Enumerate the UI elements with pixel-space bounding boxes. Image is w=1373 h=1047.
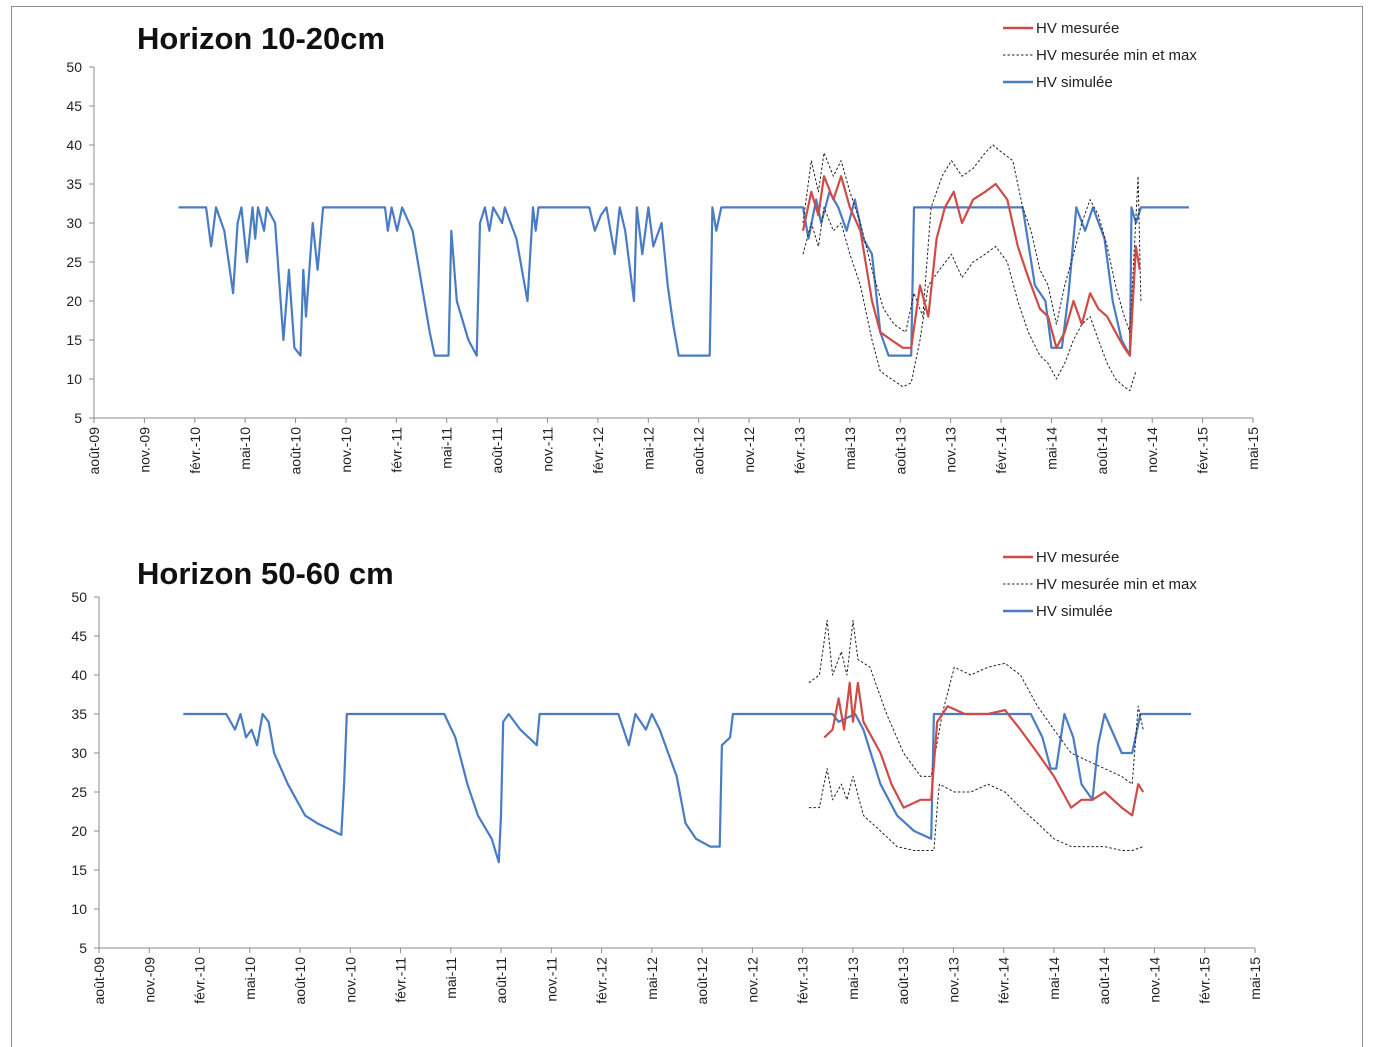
y-tick-label: 30 bbox=[71, 745, 87, 761]
x-tick-label: févr.-10 bbox=[192, 957, 208, 1004]
legend-label: HV mesurée min et max bbox=[1036, 576, 1197, 593]
y-tick-label: 25 bbox=[71, 784, 87, 800]
x-tick-label: févr.-11 bbox=[393, 957, 409, 1003]
x-tick-label: mai-14 bbox=[1046, 957, 1062, 1000]
x-tick-label: févr.-13 bbox=[791, 427, 807, 474]
y-tick-label: 25 bbox=[66, 254, 82, 270]
chart-title: Horizon 50-60 cm bbox=[137, 556, 394, 591]
x-tick-label: août-12 bbox=[694, 957, 710, 1005]
x-tick-label: févr.-13 bbox=[795, 957, 811, 1004]
series-line bbox=[808, 768, 1144, 851]
legend-label: HV mesurée bbox=[1036, 549, 1119, 566]
x-tick-label: nov.-13 bbox=[943, 427, 959, 473]
x-tick-label: févr.-15 bbox=[1195, 427, 1211, 474]
x-tick-label: mai-13 bbox=[842, 427, 858, 470]
x-tick-label: août-09 bbox=[91, 957, 107, 1005]
legend-label: HV simulée bbox=[1036, 74, 1113, 91]
y-tick-label: 20 bbox=[66, 293, 82, 309]
y-tick-label: 20 bbox=[71, 823, 87, 839]
x-tick-label: févr.-14 bbox=[993, 427, 1009, 474]
x-tick-label: août-11 bbox=[489, 427, 505, 474]
x-tick-label: mai-11 bbox=[439, 427, 455, 469]
y-tick-label: 50 bbox=[66, 59, 82, 75]
x-tick-label: févr.-14 bbox=[996, 957, 1012, 1004]
y-tick-label: 15 bbox=[71, 862, 87, 878]
x-tick-label: nov.-11 bbox=[543, 957, 559, 1002]
x-tick-label: nov.-11 bbox=[540, 427, 556, 472]
x-tick-label: nov.-09 bbox=[136, 427, 152, 473]
x-tick-label: févr.-12 bbox=[590, 427, 606, 474]
x-tick-label: févr.-15 bbox=[1197, 957, 1213, 1004]
x-tick-label: août-14 bbox=[1094, 427, 1110, 475]
series-line bbox=[802, 144, 1142, 333]
x-tick-label: août-09 bbox=[86, 427, 102, 475]
series-line bbox=[802, 206, 1137, 392]
y-tick-label: 10 bbox=[71, 901, 87, 917]
x-tick-label: mai-10 bbox=[237, 427, 253, 470]
series-line bbox=[808, 619, 1144, 785]
x-tick-label: mai-10 bbox=[242, 957, 258, 1000]
x-tick-label: nov.-12 bbox=[744, 957, 760, 1003]
y-tick-label: 35 bbox=[71, 706, 87, 722]
legend-label: HV simulée bbox=[1036, 603, 1113, 620]
x-tick-label: mai-12 bbox=[640, 427, 656, 470]
x-tick-label: mai-12 bbox=[644, 957, 660, 1000]
y-tick-label: 50 bbox=[71, 589, 87, 605]
x-tick-label: août-10 bbox=[288, 427, 304, 475]
y-tick-label: 45 bbox=[71, 628, 87, 644]
y-tick-label: 10 bbox=[66, 371, 82, 387]
x-tick-label: févr.-12 bbox=[594, 957, 610, 1004]
series-line bbox=[823, 681, 1145, 817]
x-tick-label: août-10 bbox=[292, 957, 308, 1005]
x-tick-label: août-12 bbox=[691, 427, 707, 475]
y-tick-label: 35 bbox=[66, 176, 82, 192]
x-tick-label: mai-15 bbox=[1247, 957, 1263, 1000]
x-tick-label: févr.-11 bbox=[388, 427, 404, 473]
chart-title: Horizon 10-20cm bbox=[137, 21, 385, 56]
x-tick-label: nov.-13 bbox=[945, 957, 961, 1003]
x-tick-label: août-13 bbox=[895, 957, 911, 1005]
y-tick-label: 15 bbox=[66, 332, 82, 348]
x-tick-label: août-14 bbox=[1096, 957, 1112, 1005]
legend-label: HV mesurée bbox=[1036, 20, 1119, 37]
y-tick-label: 40 bbox=[71, 667, 87, 683]
y-tick-label: 5 bbox=[79, 940, 87, 956]
x-tick-label: mai-14 bbox=[1043, 427, 1059, 470]
legend-label: HV mesurée min et max bbox=[1036, 47, 1197, 64]
x-tick-label: févr.-10 bbox=[187, 427, 203, 474]
x-tick-label: nov.-10 bbox=[338, 427, 354, 473]
x-tick-label: nov.-10 bbox=[342, 957, 358, 1003]
figure-frame bbox=[11, 6, 1363, 1047]
y-tick-label: 30 bbox=[66, 215, 82, 231]
x-tick-label: mai-15 bbox=[1245, 427, 1261, 470]
x-tick-label: nov.-14 bbox=[1144, 427, 1160, 473]
x-tick-label: nov.-09 bbox=[141, 957, 157, 1003]
x-tick-label: nov.-12 bbox=[741, 427, 757, 473]
x-tick-label: nov.-14 bbox=[1146, 957, 1162, 1003]
x-tick-label: août-11 bbox=[493, 957, 509, 1004]
x-tick-label: août-13 bbox=[892, 427, 908, 475]
y-tick-label: 40 bbox=[66, 137, 82, 153]
y-tick-label: 5 bbox=[74, 410, 82, 426]
x-tick-label: mai-11 bbox=[443, 957, 459, 999]
series-line bbox=[178, 190, 1189, 357]
series-line bbox=[183, 712, 1192, 864]
x-tick-label: mai-13 bbox=[845, 957, 861, 1000]
series-line bbox=[801, 175, 1141, 357]
y-tick-label: 45 bbox=[66, 98, 82, 114]
